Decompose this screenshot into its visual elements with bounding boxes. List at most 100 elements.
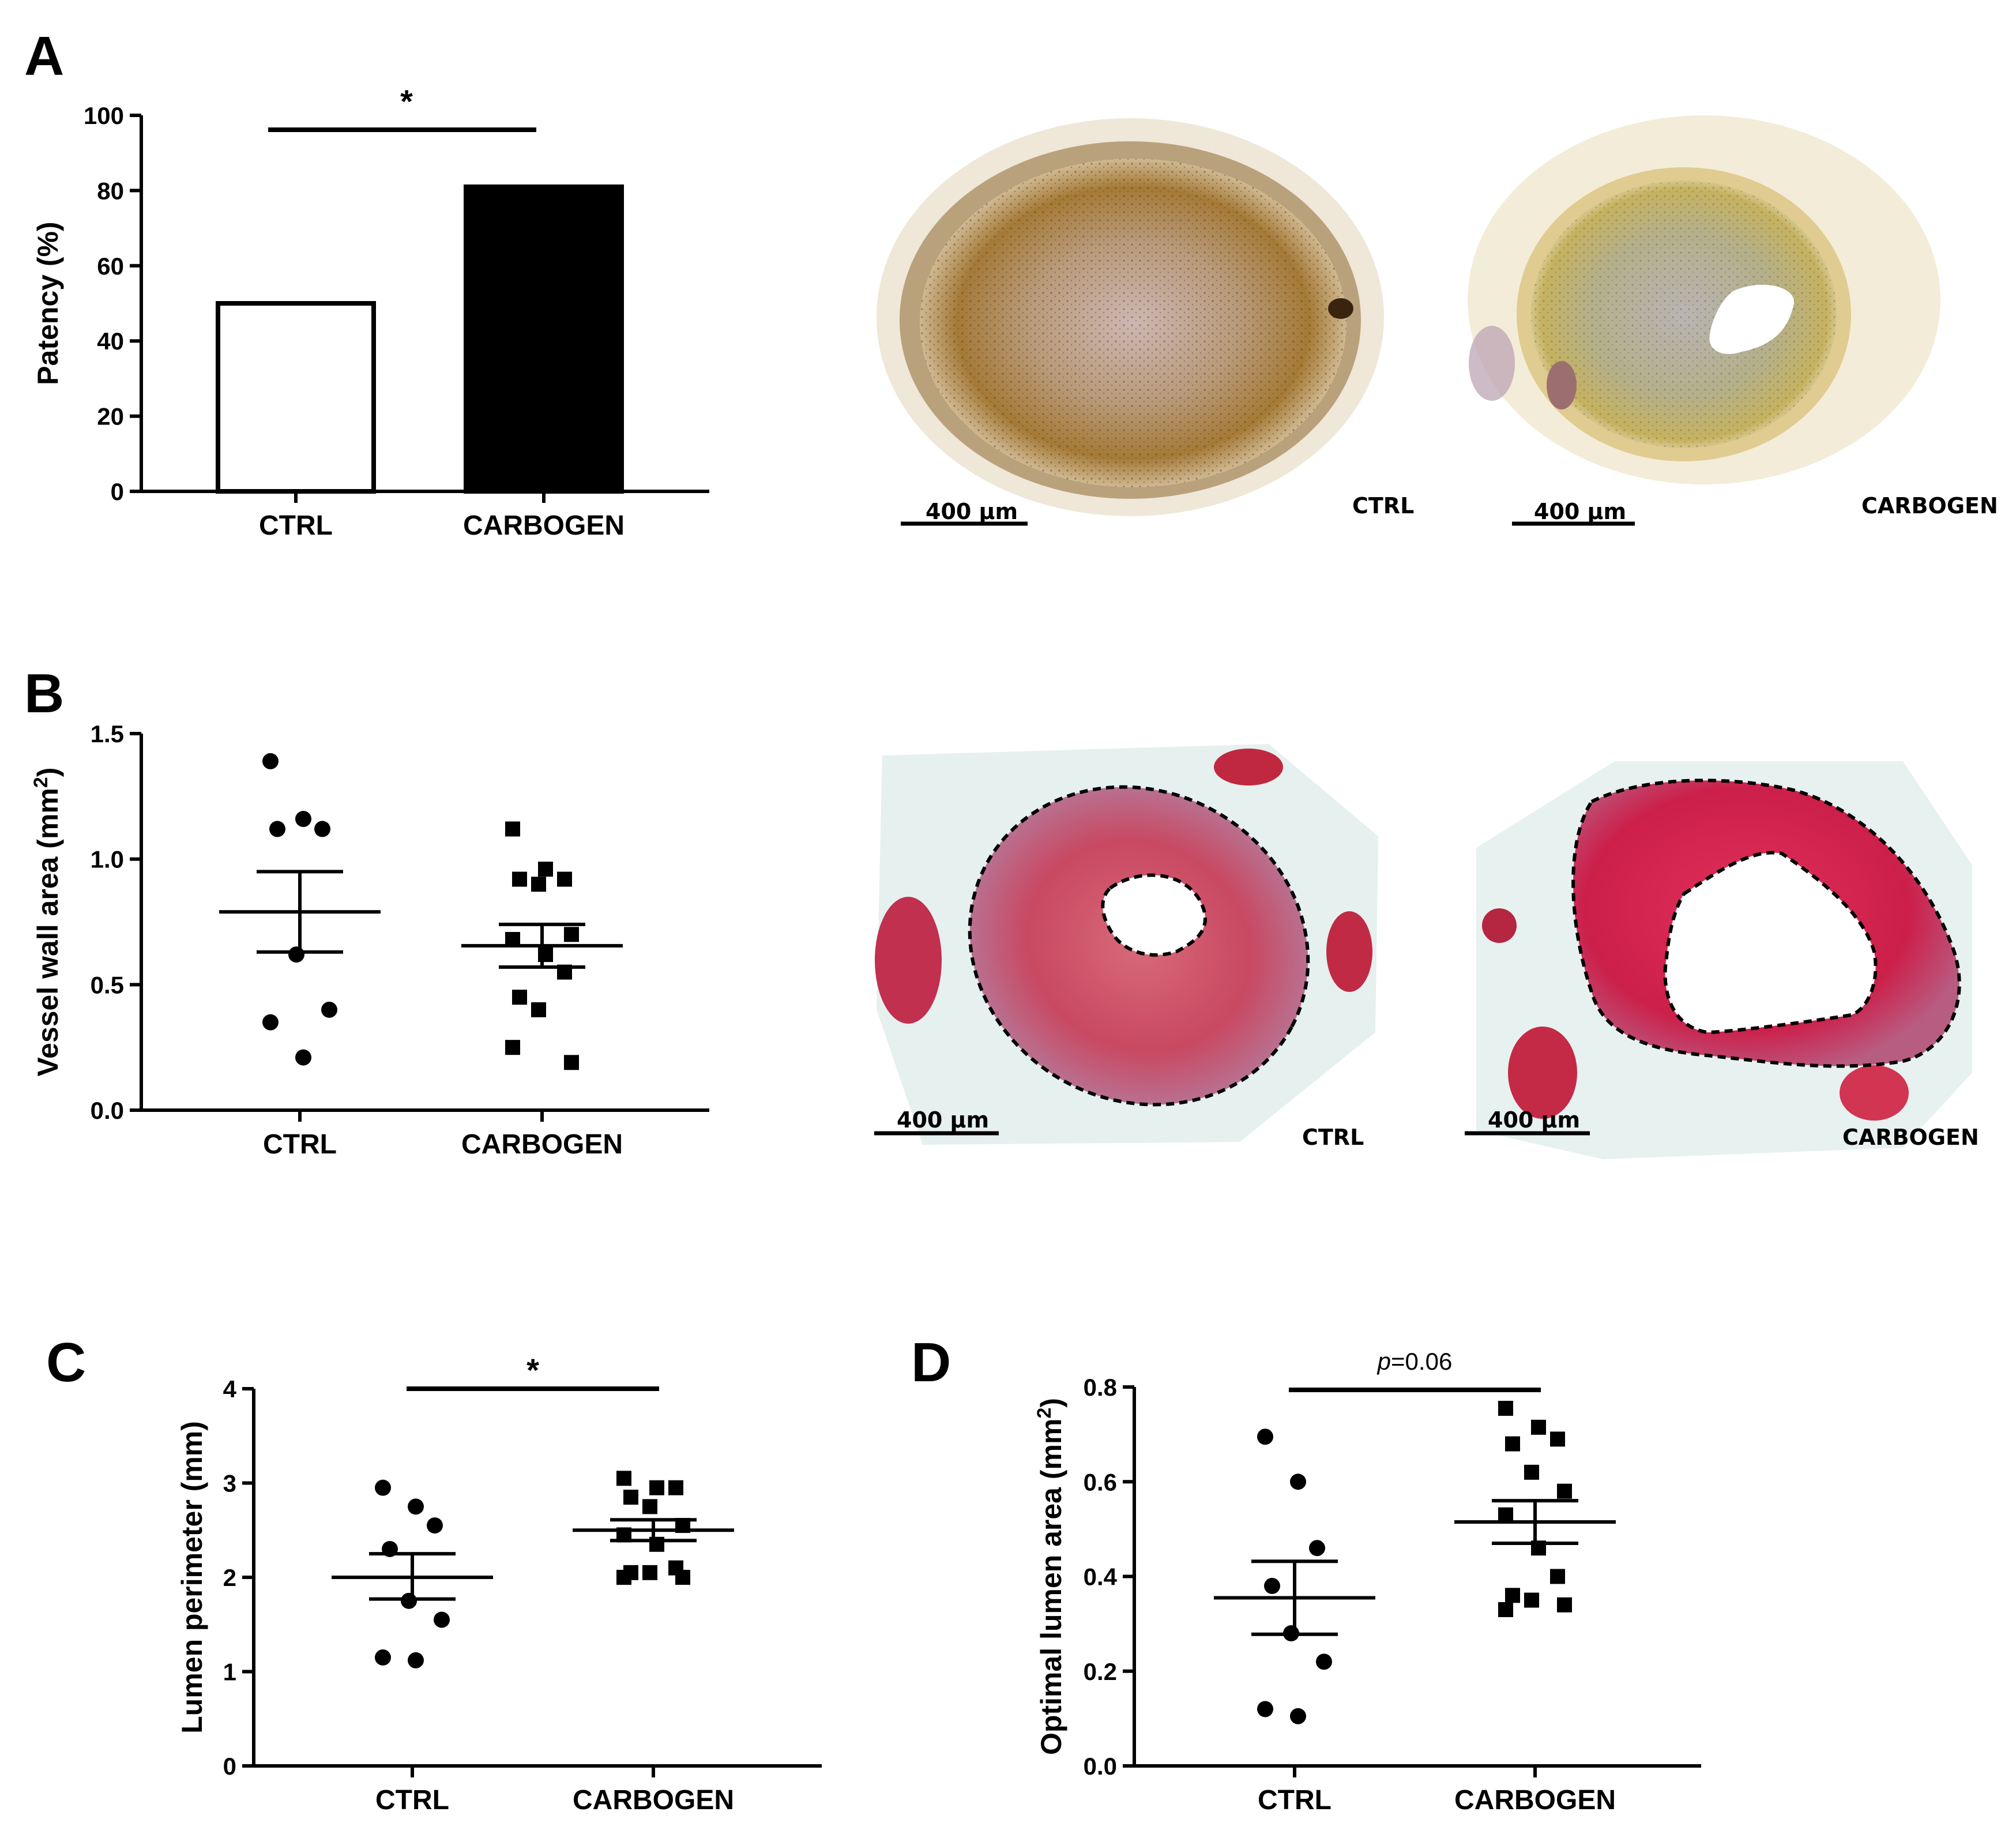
panel-b-y-tick-label: 1.0 xyxy=(91,846,124,873)
panel-c-y-tick-label: 1 xyxy=(223,1659,236,1686)
panel-c-point-carbogen xyxy=(675,1570,690,1585)
panel-a-bar-chart: 0 20 40 60 80 100 CTRL CARBOGEN Patency (%) * xyxy=(32,83,709,541)
panel-b-y-axis-label: Vessel wall area (mm2) xyxy=(30,768,64,1077)
panel-d-point-carbogen xyxy=(1498,1400,1513,1416)
panel-d-point-carbogen xyxy=(1498,1507,1513,1523)
panel-b-point-carbogen xyxy=(505,821,520,837)
panel-b-point-carbogen xyxy=(512,871,527,887)
panel-b-y-axis-label-end: ) xyxy=(32,768,64,777)
panel-b-point-carbogen xyxy=(557,871,572,887)
panel-b-point-carbogen xyxy=(505,1040,520,1055)
panel-b-category-label: CTRL xyxy=(263,1129,337,1160)
panel-d-point-carbogen xyxy=(1550,1569,1565,1584)
panel-a-y-tick-label: 0 xyxy=(111,478,124,505)
carbogen-b-muscle-left xyxy=(1508,1027,1577,1119)
panel-c-category-label: CTRL xyxy=(375,1785,449,1816)
carbogen-small-vessel xyxy=(1547,361,1577,409)
panel-c-point-ctrl xyxy=(427,1517,443,1534)
panel-d-point-carbogen xyxy=(1524,1464,1539,1480)
panel-b-y-axis-label-sup: 2 xyxy=(30,777,52,788)
panel-b-y-tick-label: 1.5 xyxy=(91,720,124,747)
panel-b-point-carbogen xyxy=(538,947,553,963)
panel-d-letter: D xyxy=(911,1332,951,1393)
panel-c-category-label: CARBOGEN xyxy=(573,1785,734,1816)
panel-c-point-carbogen xyxy=(649,1480,664,1495)
ctrl-b-muscle-left xyxy=(875,897,942,1024)
panel-d-point-carbogen xyxy=(1505,1588,1520,1603)
panel-c-letter: C xyxy=(46,1332,86,1393)
panel-c-y-tick-label: 4 xyxy=(223,1375,237,1403)
panel-c-point-carbogen xyxy=(668,1480,683,1495)
panel-b-point-ctrl xyxy=(295,1049,311,1066)
panel-d-point-ctrl xyxy=(1257,1429,1273,1445)
panel-d-point-carbogen xyxy=(1498,1602,1513,1617)
panel-d-point-carbogen xyxy=(1550,1431,1565,1447)
panel-d-p-symbol: p xyxy=(1376,1348,1391,1375)
carbogen-b-micrograph-label: CARBOGEN xyxy=(1842,1125,1979,1150)
panel-d-y-tick-label: 0.4 xyxy=(1084,1563,1118,1591)
carbogen-open-lumen xyxy=(1709,284,1795,354)
panel-d-y-tick-label: 0.8 xyxy=(1084,1374,1117,1401)
panel-a-y-tick-label: 40 xyxy=(97,328,124,355)
panel-b-point-carbogen xyxy=(564,927,579,942)
panel-b-category-label: CARBOGEN xyxy=(461,1129,623,1160)
panel-c-point-carbogen xyxy=(642,1499,657,1514)
panel-d-category-label: CARBOGEN xyxy=(1454,1785,1616,1816)
panel-b-point-ctrl xyxy=(295,811,311,828)
panel-b-point-carbogen xyxy=(538,862,553,877)
panel-b-y-tick-label: 0.5 xyxy=(91,971,124,998)
panel-a-category-label: CARBOGEN xyxy=(463,510,625,541)
panel-b-letter: B xyxy=(24,663,64,724)
panel-d-p-value: =0.06 xyxy=(1391,1348,1452,1375)
carbogen-side-tissue xyxy=(1469,326,1515,401)
carbogen-b-scale-label: 400 µm xyxy=(1488,1107,1580,1133)
panel-c-point-ctrl xyxy=(408,1498,424,1515)
carbogen-b-muscle-right xyxy=(1840,1065,1909,1121)
panel-a-y-tick-label: 20 xyxy=(97,403,124,430)
panel-d-y-tick-label: 0.6 xyxy=(1084,1468,1117,1495)
panel-d-point-carbogen xyxy=(1557,1483,1572,1499)
panel-d-point-carbogen xyxy=(1531,1419,1546,1435)
panel-c-point-ctrl xyxy=(401,1592,417,1609)
panel-b-point-ctrl xyxy=(269,821,285,837)
panel-b-point-carbogen xyxy=(531,1002,546,1017)
panel-b-micrograph-carbogen: 400 µm CARBOGEN xyxy=(1465,761,1979,1159)
panel-a-y-tick-label: 100 xyxy=(84,102,124,129)
panel-a-y-tick-label: 80 xyxy=(97,177,124,204)
panel-d-category-label: CTRL xyxy=(1258,1785,1332,1816)
panel-d-point-ctrl xyxy=(1257,1701,1273,1717)
panel-c-point-carbogen xyxy=(616,1471,631,1486)
carbogen-scale-label: 400 µm xyxy=(1534,499,1626,524)
panel-b-point-ctrl xyxy=(262,753,279,769)
panel-b-point-carbogen xyxy=(531,877,546,892)
panel-b-point-ctrl xyxy=(288,946,304,963)
panel-b-micrograph-ctrl: 400 µm CTRL xyxy=(874,744,1378,1150)
ctrl-scale-label: 400 µm xyxy=(926,499,1018,524)
panel-d-y-axis-label-main: Optimal lumen area (mm xyxy=(1035,1419,1067,1756)
panel-c-y-tick-label: 2 xyxy=(223,1564,236,1591)
panel-d-y-axis-label: Optimal lumen area (mm2) xyxy=(1033,1398,1067,1755)
ctrl-b-scale-label: 400 µm xyxy=(897,1107,989,1133)
panel-b-y-tick-label: 0.0 xyxy=(91,1097,124,1124)
panel-c-point-ctrl xyxy=(375,1479,391,1496)
panel-a-letter: A xyxy=(24,25,64,87)
panel-d-y-axis-label-sup: 2 xyxy=(1033,1408,1055,1419)
panel-b-point-ctrl xyxy=(262,1014,279,1031)
panel-c-point-carbogen xyxy=(642,1565,657,1580)
panel-b-point-carbogen xyxy=(512,990,527,1005)
ctrl-b-lumen xyxy=(1101,873,1207,957)
panel-c-scatter-chart: 0 1 2 3 4 CTRL CARBOGEN Lumen perimeter (mm) * xyxy=(176,1352,822,1816)
panel-d-scatter-chart: 0.0 0.2 0.4 0.6 0.8 CTRL CARBOGEN Optimal lumen… xyxy=(1033,1348,1701,1816)
panel-c-point-carbogen xyxy=(616,1570,631,1585)
panel-d-point-ctrl xyxy=(1290,1708,1306,1724)
panel-a-y-tick-label: 60 xyxy=(97,253,124,280)
panel-d-point-ctrl xyxy=(1309,1540,1325,1557)
ctrl-micrograph-label: CTRL xyxy=(1352,493,1414,518)
panel-a-bar-carbogen xyxy=(464,184,624,494)
ctrl-b-muscle-right xyxy=(1326,911,1372,992)
panel-c-y-tick-label: 0 xyxy=(223,1753,236,1780)
carbogen-cell-nuclei xyxy=(1531,181,1837,448)
panel-d-y-axis-label-end: ) xyxy=(1035,1398,1067,1408)
panel-c-point-ctrl xyxy=(375,1649,391,1666)
